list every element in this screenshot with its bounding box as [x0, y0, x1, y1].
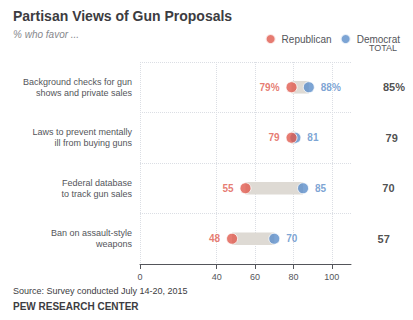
svg-text:PEW RESEARCH CENTER: PEW RESEARCH CENTER — [13, 301, 139, 312]
svg-text:Background checks for gun: Background checks for gun — [23, 77, 132, 87]
svg-text:Republican: Republican — [282, 34, 332, 45]
svg-text:80: 80 — [288, 272, 298, 282]
svg-text:79: 79 — [268, 132, 280, 143]
svg-text:57: 57 — [378, 233, 390, 245]
svg-text:79%: 79% — [260, 82, 280, 93]
svg-text:Laws to prevent mentally: Laws to prevent mentally — [32, 127, 132, 137]
svg-text:Partisan Views of Gun Proposal: Partisan Views of Gun Proposals — [13, 8, 232, 24]
svg-text:100: 100 — [324, 272, 339, 282]
svg-text:40: 40 — [212, 272, 222, 282]
svg-text:0: 0 — [137, 272, 142, 282]
svg-text:48: 48 — [209, 233, 221, 244]
svg-text:60: 60 — [250, 272, 260, 282]
svg-text:TOTAL: TOTAL — [368, 42, 398, 53]
svg-text:Ban on assault-style: Ban on assault-style — [51, 228, 132, 238]
svg-text:Democrat: Democrat — [357, 34, 401, 45]
svg-text:81: 81 — [307, 132, 319, 143]
svg-text:79: 79 — [386, 132, 398, 144]
svg-text:85%: 85% — [383, 81, 405, 93]
svg-text:weapons: weapons — [95, 239, 133, 249]
svg-text:70: 70 — [286, 233, 298, 244]
svg-text:ill from buying guns: ill from buying guns — [54, 138, 132, 148]
svg-text:85: 85 — [315, 183, 327, 194]
svg-text:88%: 88% — [321, 82, 341, 93]
svg-text:70: 70 — [382, 182, 394, 194]
svg-text:to track gun sales: to track gun sales — [61, 189, 132, 199]
svg-text:Federal database: Federal database — [62, 178, 132, 188]
svg-text:Source: Survey conducted July: Source: Survey conducted July 14-20, 201… — [13, 286, 188, 296]
svg-text:55: 55 — [222, 183, 234, 194]
svg-text:% who favor ...: % who favor ... — [13, 29, 79, 40]
svg-text:shows and private sales: shows and private sales — [36, 88, 133, 98]
